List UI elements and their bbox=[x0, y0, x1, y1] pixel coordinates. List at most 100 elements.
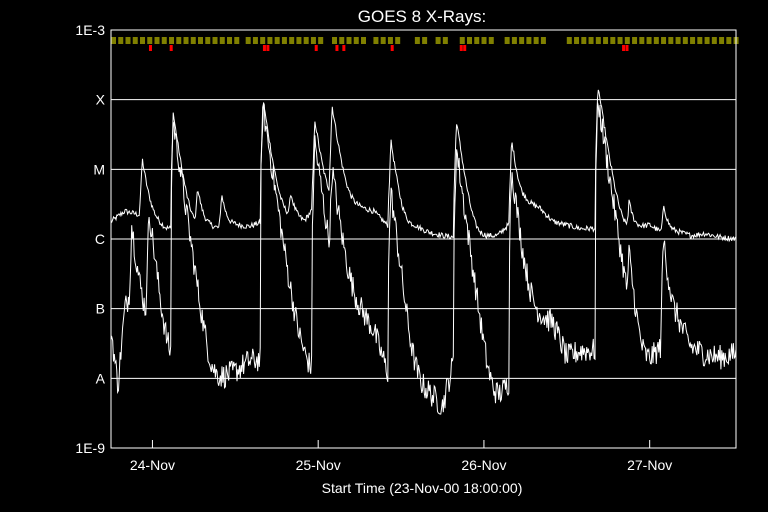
status-bar-dash bbox=[310, 37, 316, 44]
event-marker bbox=[622, 45, 626, 51]
status-bar-dash bbox=[595, 37, 601, 44]
status-bar-dash bbox=[581, 37, 587, 44]
status-bar-dash bbox=[289, 37, 295, 44]
status-bar-dash bbox=[675, 37, 681, 44]
y-tick-label: C bbox=[95, 231, 105, 247]
status-bar-dash bbox=[318, 37, 324, 44]
status-bar-dash bbox=[690, 37, 696, 44]
status-bar-dash bbox=[260, 37, 266, 44]
status-bar-dash bbox=[267, 37, 273, 44]
status-bar-dash bbox=[632, 37, 638, 44]
status-bar-dash bbox=[574, 37, 580, 44]
status-bar-dash bbox=[682, 37, 688, 44]
status-bar-dash bbox=[533, 37, 539, 44]
status-bar-dash bbox=[132, 37, 138, 44]
status-bar-dash bbox=[125, 37, 131, 44]
y-tick-label: X bbox=[96, 92, 106, 108]
status-bar-dash bbox=[653, 37, 659, 44]
status-bar-dash bbox=[353, 37, 359, 44]
status-bar-dash bbox=[190, 37, 196, 44]
status-bar-dash bbox=[519, 37, 525, 44]
event-marker bbox=[463, 45, 467, 51]
status-bar-dash bbox=[198, 37, 204, 44]
y-axis-ticks: 1E-3 X M C B A 1E-9 bbox=[75, 22, 105, 456]
y-tick-label: 1E-3 bbox=[75, 22, 105, 38]
status-bar-dash bbox=[697, 37, 703, 44]
xray-flux-line bbox=[110, 102, 737, 415]
status-bar-dash bbox=[639, 37, 645, 44]
plot-frame bbox=[110, 29, 737, 449]
x-tick-label: 25-Nov bbox=[296, 457, 341, 473]
status-bar-dash bbox=[668, 37, 674, 44]
status-bar-dash bbox=[219, 37, 225, 44]
data-status-bar bbox=[111, 37, 739, 51]
status-bar-dash bbox=[346, 37, 352, 44]
status-bar-dash bbox=[442, 37, 448, 44]
event-marker bbox=[342, 45, 346, 51]
status-bar-dash bbox=[566, 37, 572, 44]
status-bar-dash bbox=[234, 37, 240, 44]
x-tick-label: 26-Nov bbox=[461, 457, 506, 473]
status-bar-dash bbox=[617, 37, 623, 44]
x-tick-label: 24-Nov bbox=[130, 457, 175, 473]
status-bar-dash bbox=[624, 37, 630, 44]
y-tick-label: M bbox=[93, 161, 105, 177]
status-bar-dash bbox=[361, 37, 366, 44]
status-bar-dash bbox=[467, 37, 473, 44]
data-series bbox=[110, 89, 737, 415]
status-bar-dash bbox=[373, 37, 379, 44]
status-bar-dash bbox=[395, 37, 401, 44]
status-bar-dash bbox=[331, 37, 337, 44]
xray-flux-line bbox=[110, 89, 737, 243]
status-bar-dash bbox=[422, 37, 428, 44]
status-bar-dash bbox=[118, 37, 124, 44]
status-bar-dash bbox=[711, 37, 717, 44]
status-bar-dash bbox=[661, 37, 667, 44]
status-bar-dash bbox=[414, 37, 420, 44]
status-bar-dash bbox=[245, 37, 251, 44]
event-marker bbox=[262, 45, 266, 51]
status-bar-dash bbox=[588, 37, 594, 44]
event-marker bbox=[459, 45, 463, 51]
y-tick-label: A bbox=[96, 370, 106, 386]
status-bar-dash bbox=[540, 37, 546, 44]
status-bar-dash bbox=[610, 37, 616, 44]
event-marker bbox=[335, 45, 339, 51]
event-marker bbox=[314, 45, 318, 51]
status-bar-dash bbox=[474, 37, 480, 44]
event-marker bbox=[625, 45, 629, 51]
status-bar-dash bbox=[511, 37, 517, 44]
status-bar-dash bbox=[719, 37, 725, 44]
status-bar-dash bbox=[603, 37, 609, 44]
status-bar-dash bbox=[183, 37, 189, 44]
status-bar-dash bbox=[646, 37, 652, 44]
status-bar-dash bbox=[459, 37, 465, 44]
status-bar-dash bbox=[526, 37, 532, 44]
status-bar-dash bbox=[303, 37, 309, 44]
status-bar-dash bbox=[296, 37, 302, 44]
event-marker bbox=[148, 45, 152, 51]
status-bar-dash bbox=[481, 37, 487, 44]
status-bar-dash bbox=[281, 37, 287, 44]
event-marker bbox=[266, 45, 270, 51]
status-bar-dash bbox=[205, 37, 211, 44]
x-axis-ticks: 24-Nov 25-Nov 26-Nov 27-Nov bbox=[130, 440, 672, 473]
status-bar-dash bbox=[488, 37, 494, 44]
event-marker bbox=[390, 45, 394, 51]
status-bar-dash bbox=[154, 37, 160, 44]
y-tick-label: B bbox=[96, 301, 105, 317]
y-tick-label: 1E-9 bbox=[75, 440, 105, 456]
status-bar-dash bbox=[252, 37, 258, 44]
status-bar-dash bbox=[212, 37, 218, 44]
status-bar-dash bbox=[111, 37, 116, 44]
status-bar-dash bbox=[169, 37, 175, 44]
status-bar-dash bbox=[726, 37, 732, 44]
status-bar-dash bbox=[504, 37, 510, 44]
status-bar-dash bbox=[339, 37, 345, 44]
status-bar-dash bbox=[140, 37, 146, 44]
event-marker bbox=[169, 45, 173, 51]
chart-title: GOES 8 X-Rays: bbox=[358, 7, 486, 26]
status-bar-dash bbox=[176, 37, 182, 44]
x-axis-label: Start Time (23-Nov-00 18:00:00) bbox=[322, 480, 523, 496]
